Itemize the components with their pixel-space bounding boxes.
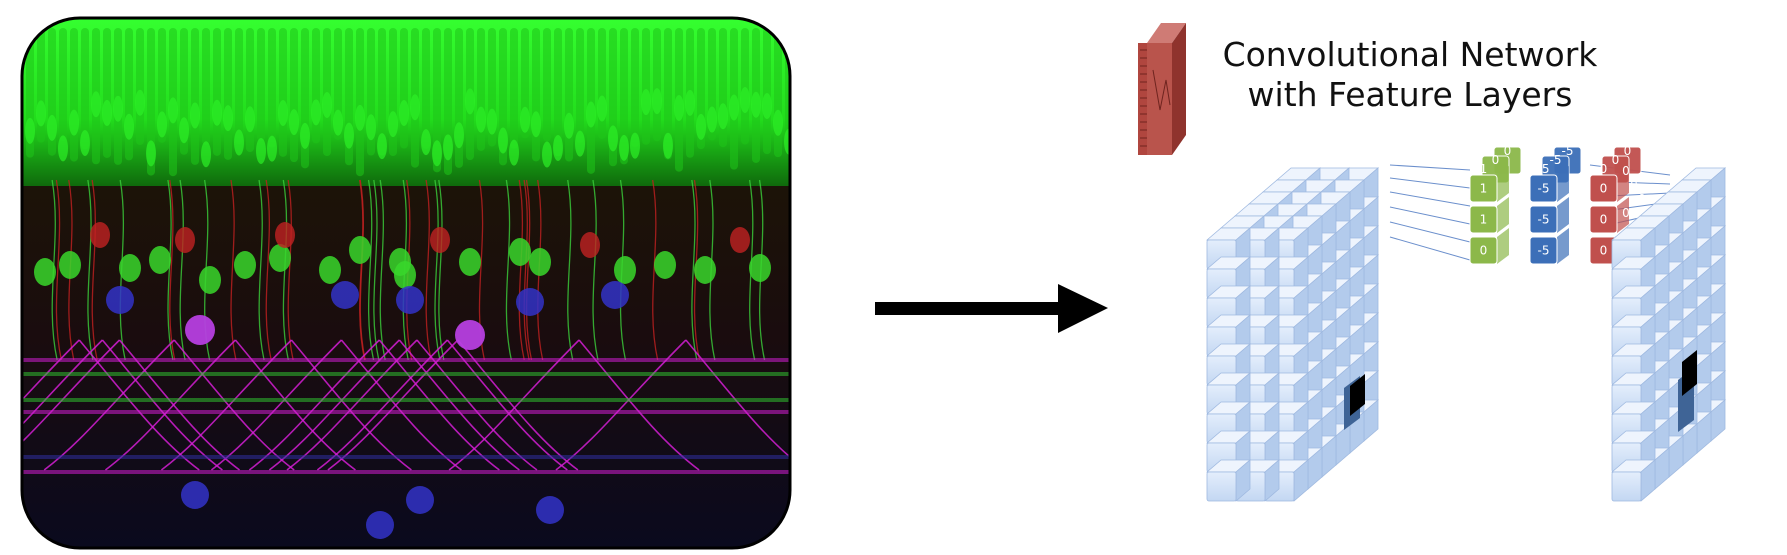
- output-active-cell: [1682, 350, 1697, 396]
- title-line-2: with Feature Layers: [1247, 75, 1573, 114]
- filter-front-value: 0: [1600, 244, 1608, 258]
- retina-microscopy-image: [22, 18, 790, 548]
- input-patch-icon: [1138, 23, 1186, 155]
- title-line-1: Convolutional Network: [1222, 35, 1598, 74]
- right-arrow-icon: [875, 284, 1108, 333]
- filter-side-value: 0: [1638, 192, 1646, 206]
- filter-front-value: -5: [1538, 213, 1550, 227]
- filter-front-value: 1: [1480, 182, 1488, 196]
- filter-front-value: 1: [1480, 213, 1488, 227]
- filter-top-value: -5: [1562, 144, 1574, 158]
- figure-title: Convolutional Network with Feature Layer…: [1215, 35, 1605, 115]
- filter-front-value: 0: [1600, 182, 1608, 196]
- filter-side-value: 0: [1630, 178, 1638, 192]
- filter-top-value: 0: [1600, 162, 1608, 176]
- output-volume-cubes: [1610, 167, 1727, 502]
- input-volume-cubes: [1205, 167, 1380, 502]
- plexiform-layers: [22, 358, 790, 474]
- filter-front-value: 0: [1600, 213, 1608, 227]
- microscopy-frame: [20, 16, 792, 550]
- filter-side-value: 0: [1622, 206, 1630, 220]
- filter-side-value: 0: [1622, 164, 1630, 178]
- filter-top-value: 0: [1612, 153, 1620, 167]
- filter-top-value: -5: [1538, 162, 1550, 176]
- filter-blue: -5-5-5-5-5-5: [1529, 144, 1582, 265]
- input-active-cell: [1350, 374, 1365, 416]
- photoreceptor-columns: [25, 28, 790, 177]
- filter-top-value: 0: [1492, 153, 1500, 167]
- filter-top-value: 1: [1480, 162, 1488, 176]
- filter-front-value: -5: [1538, 244, 1550, 258]
- filter-top-value: -5: [1550, 153, 1562, 167]
- neuron-cells: [34, 222, 771, 539]
- filter-front-value: -5: [1538, 182, 1550, 196]
- filter-top-value: 0: [1504, 144, 1512, 158]
- volume-cube: [1610, 459, 1657, 502]
- filter-front-value: 0: [1480, 244, 1488, 258]
- volume-cube: [1205, 459, 1252, 502]
- filter-top-value: 0: [1624, 144, 1632, 158]
